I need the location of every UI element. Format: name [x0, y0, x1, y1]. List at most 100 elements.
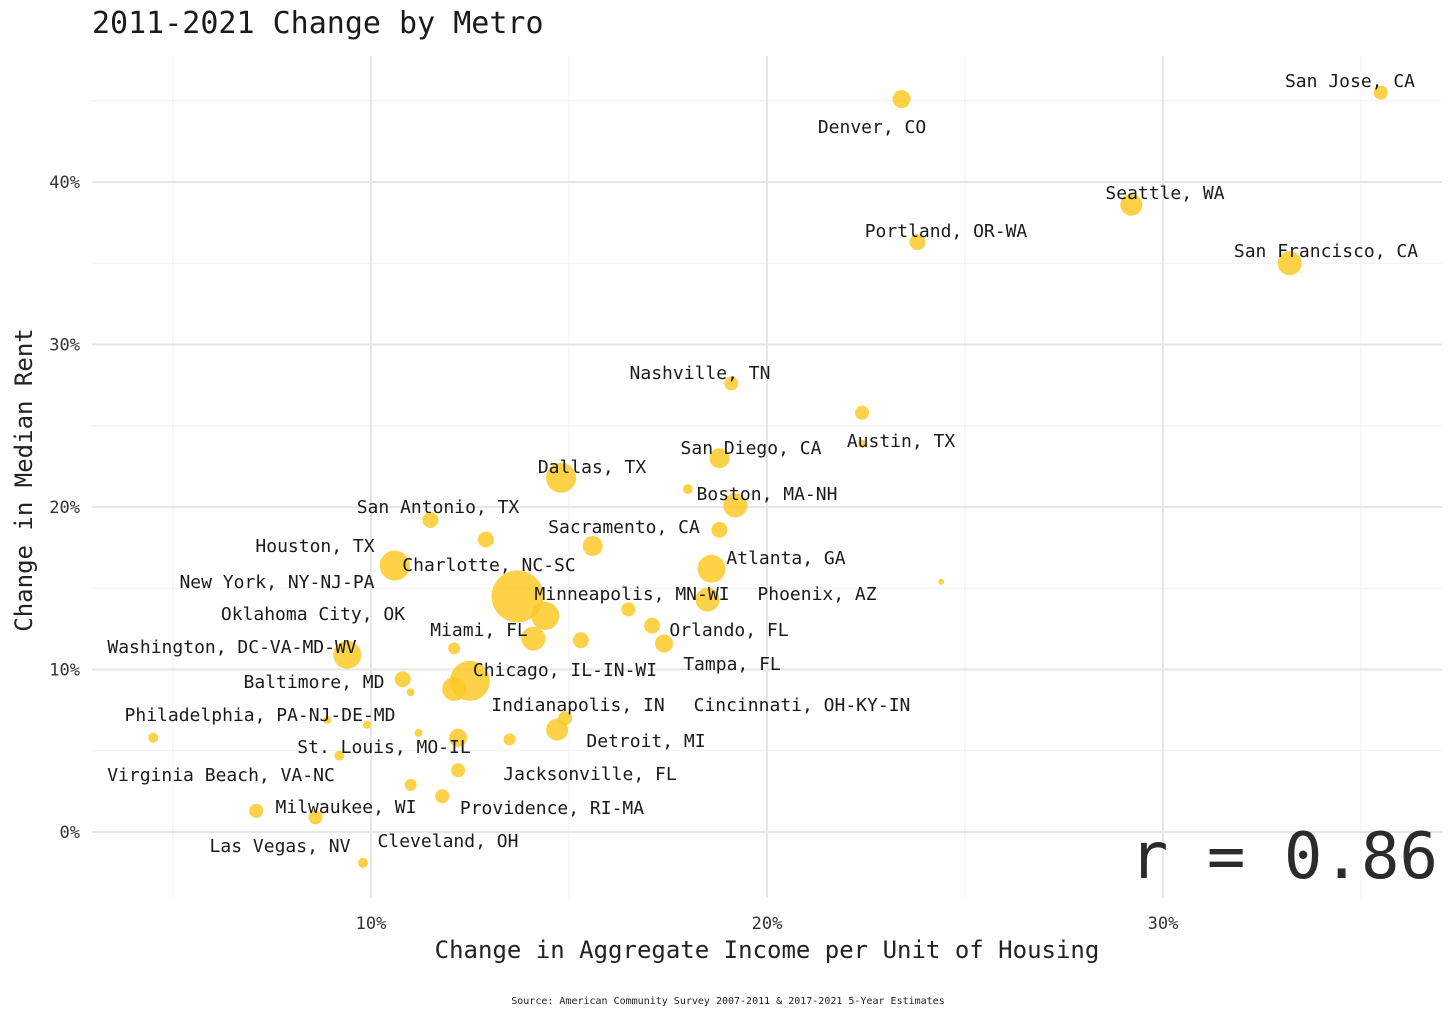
point-label: Providence, RI-MA	[460, 798, 644, 819]
x-axis-title: Change in Aggregate Income per Unit of H…	[435, 936, 1100, 964]
data-point	[379, 550, 410, 581]
data-point	[333, 640, 362, 669]
data-point	[1120, 193, 1143, 216]
point-label: San Diego, CA	[681, 438, 822, 459]
point-label: Jacksonville, FL	[503, 764, 677, 785]
data-point	[1277, 251, 1302, 276]
data-point	[406, 688, 415, 697]
point-label: Portland, OR-WA	[865, 221, 1028, 242]
point-label: Atlanta, GA	[726, 548, 845, 569]
point-label: Nashville, TN	[630, 363, 771, 384]
data-point	[572, 632, 589, 649]
source-note: Source: American Community Survey 2007-2…	[511, 996, 945, 1007]
point-label: Orlando, FL	[669, 620, 788, 641]
point-label: Houston, TX	[255, 536, 374, 557]
data-point	[249, 803, 264, 818]
point-label: Oklahoma City, OK	[221, 604, 405, 625]
data-point	[621, 602, 636, 617]
point-label: Indianapolis, IN	[491, 695, 664, 716]
point-label: Detroit, MI	[586, 731, 705, 752]
point-label: Chicago, IL-IN-WI	[473, 660, 657, 681]
point-label: New York, NY-NJ-PA	[179, 572, 374, 593]
point-label: Tampa, FL	[683, 654, 781, 675]
y-tick-label: 40%	[49, 173, 80, 193]
data-point	[521, 626, 546, 651]
data-points	[148, 85, 1388, 868]
y-tick-label: 20%	[49, 498, 80, 518]
point-label: Minneapolis, MN-WI	[534, 584, 729, 605]
data-point	[148, 732, 159, 743]
y-tick-label: 30%	[49, 336, 80, 356]
point-label: Baltimore, MD	[244, 672, 385, 693]
point-label: San Jose, CA	[1285, 71, 1415, 92]
data-point	[695, 587, 720, 612]
point-label: Cleveland, OH	[378, 831, 519, 852]
y-axis-title: Change in Median Rent	[10, 328, 38, 631]
data-point	[323, 715, 332, 724]
point-label: Milwaukee, WI	[276, 797, 417, 818]
x-tick-label: 20%	[752, 914, 783, 934]
data-point	[334, 750, 345, 761]
data-point	[892, 90, 911, 109]
point-label: Miami, FL	[430, 620, 528, 641]
data-point	[1373, 85, 1388, 100]
data-point	[422, 512, 439, 528]
data-point	[363, 720, 372, 729]
data-point	[724, 376, 739, 391]
data-point	[503, 733, 516, 746]
data-point	[723, 493, 748, 518]
point-label: Cincinnati, OH-KY-IN	[694, 695, 911, 716]
data-point	[435, 789, 450, 804]
correlation-annotation: r = 0.86	[1130, 820, 1438, 894]
point-label: Virginia Beach, VA-NC	[107, 765, 335, 786]
point-label: Las Vegas, NV	[210, 836, 351, 857]
data-point	[308, 810, 323, 825]
point-label: Philadelphia, PA-NJ-DE-MD	[125, 705, 396, 726]
data-point	[909, 234, 926, 251]
data-point	[855, 405, 870, 420]
data-point	[442, 677, 467, 701]
point-label: Boston, MA-NH	[697, 484, 838, 505]
y-tick-label: 10%	[49, 661, 80, 681]
data-point	[358, 857, 369, 868]
point-label: Washington, DC-VA-MD-WV	[107, 637, 356, 658]
data-point	[531, 601, 560, 630]
data-point	[414, 728, 423, 737]
data-point	[449, 728, 468, 747]
point-label: Sacramento, CA	[548, 517, 700, 538]
x-tick-label: 30%	[1148, 914, 1179, 934]
data-point	[404, 778, 417, 791]
data-point	[448, 642, 461, 655]
data-point	[697, 554, 726, 583]
data-point	[582, 536, 603, 556]
chart-title: 2011-2021 Change by Metro	[92, 6, 544, 41]
data-point	[858, 439, 867, 448]
data-point	[546, 462, 577, 493]
axes: 10% 20% 30% 0% 10% 20% 30% 40%	[49, 173, 1178, 934]
data-point	[451, 763, 466, 778]
y-tick-label: 0%	[60, 823, 80, 843]
data-point	[644, 617, 661, 634]
x-tick-label: 10%	[356, 914, 387, 934]
data-point	[558, 711, 573, 726]
point-label: Seattle, WA	[1105, 183, 1224, 204]
point-label: Charlotte, NC-SC	[402, 555, 575, 576]
grid-lines	[92, 56, 1442, 898]
point-label: St. Louis, MO-IL	[297, 737, 471, 758]
data-point	[477, 531, 494, 548]
data-point	[938, 578, 945, 585]
point-label: Austin, TX	[847, 431, 956, 452]
data-point	[682, 484, 693, 495]
point-label: Denver, CO	[818, 117, 926, 138]
data-point	[491, 570, 544, 623]
data-point	[394, 671, 411, 688]
data-point	[655, 634, 674, 653]
point-label: Phoenix, AZ	[757, 584, 876, 605]
data-point	[709, 448, 730, 469]
point-label: San Francisco, CA	[1234, 241, 1418, 262]
point-labels: San Jose, CA Denver, CO Seattle, WA Portlan…	[107, 71, 1418, 857]
point-label: San Antonio, TX	[357, 497, 520, 518]
data-point	[711, 521, 728, 538]
point-label: Dallas, TX	[538, 457, 647, 478]
